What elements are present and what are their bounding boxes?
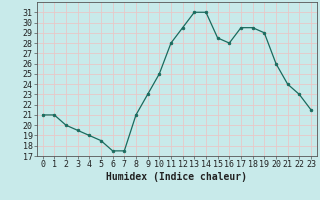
X-axis label: Humidex (Indice chaleur): Humidex (Indice chaleur) — [106, 172, 247, 182]
